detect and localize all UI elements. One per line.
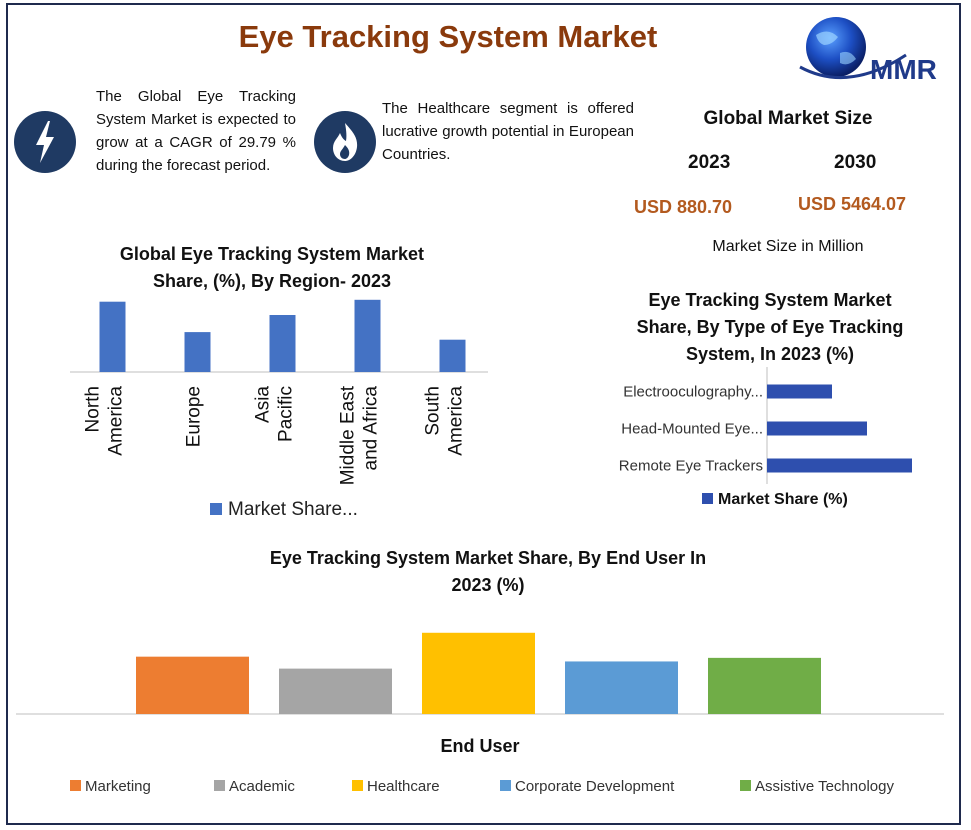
- legend-swatch-healthcare: [352, 780, 363, 791]
- value-2030: USD 5464.07: [798, 194, 907, 214]
- market-size-unit: Market Size in Million: [712, 238, 864, 255]
- legend-label-academic: Academic: [229, 778, 295, 795]
- tick-label-electrooculography: Electrooculography...: [623, 384, 763, 401]
- logo-text: MMR: [870, 54, 937, 85]
- flame-icon: [314, 111, 376, 173]
- page-title: Eye Tracking System Market: [238, 19, 658, 54]
- bar-academic: [279, 668, 392, 714]
- legend-swatch-marketing: [70, 780, 81, 791]
- infographic-frame: Eye Tracking System Market MMR The Globa…: [6, 3, 961, 825]
- legend-swatch-assistive-technology: [740, 780, 751, 791]
- legend-swatch: [702, 493, 713, 504]
- mmr-logo: MMR: [788, 15, 963, 90]
- legend-label-assistive-technology: Assistive Technology: [755, 778, 894, 795]
- bar-south-america: [439, 339, 466, 372]
- legend-label-corporate-development: Corporate Development: [515, 778, 675, 795]
- region-chart-title: Global Eye Tracking System Market Share,…: [119, 244, 425, 291]
- legend-swatch-corporate-development: [500, 780, 511, 791]
- tick-label-middle-east-and-africa: Middle East and Africa: [338, 385, 382, 485]
- legend-label-marketing: Marketing: [85, 778, 151, 795]
- bar-head-mounted-eye: [767, 421, 867, 436]
- tick-label-north-america: North America: [83, 386, 127, 456]
- tick-label-europe: Europe: [184, 386, 205, 447]
- tick-label-south-america: South America: [423, 386, 467, 456]
- bar-corporate-development: [565, 661, 678, 714]
- healthcare-text: The Healthcare segment is offered lucrat…: [382, 100, 634, 163]
- tick-label-remote-eye-trackers: Remote Eye Trackers: [619, 458, 763, 475]
- type-chart: Electrooculography... Head-Mounted Eye...…: [619, 367, 912, 508]
- bar-assistive-technology: [708, 657, 821, 714]
- enduser-chart: End User Marketing Academic Healthcare Corpo…: [16, 632, 944, 795]
- legend-label: Market Share (%): [718, 491, 848, 508]
- year-2030: 2030: [834, 152, 877, 173]
- legend-label-healthcare: Healthcare: [367, 778, 440, 795]
- bar-remote-eye-trackers: [767, 458, 912, 473]
- cagr-text: The Global Eye Tracking System Market is…: [96, 88, 296, 174]
- enduser-chart-title: Eye Tracking System Market Share, By End…: [269, 548, 707, 595]
- globe-icon: [806, 17, 866, 77]
- bar-asia-pacific: [269, 315, 296, 372]
- tick-label-head-mounted-eye: Head-Mounted Eye...: [621, 421, 763, 438]
- x-axis-label: End User: [440, 736, 519, 756]
- bar-electrooculography: [767, 384, 832, 399]
- bar-marketing: [136, 656, 249, 714]
- tick-label-asia-pacific: Asia Pacific: [253, 386, 297, 442]
- market-size-title: Global Market Size: [703, 108, 873, 129]
- bar-healthcare: [422, 632, 535, 714]
- year-2023: 2023: [688, 152, 731, 173]
- region-chart: North America Europe Asia Pacific Middle East…: [70, 299, 488, 520]
- legend-label: Market Share...: [228, 499, 358, 520]
- type-chart-title: Eye Tracking System Market Share, By Typ…: [636, 290, 904, 364]
- bar-north-america: [99, 301, 126, 372]
- legend-swatch-academic: [214, 780, 225, 791]
- legend-swatch: [210, 503, 222, 515]
- value-2023: USD 880.70: [634, 197, 733, 217]
- lightning-icon: [14, 111, 76, 173]
- bar-europe: [184, 332, 211, 372]
- bar-middle-east-and-africa: [354, 299, 381, 372]
